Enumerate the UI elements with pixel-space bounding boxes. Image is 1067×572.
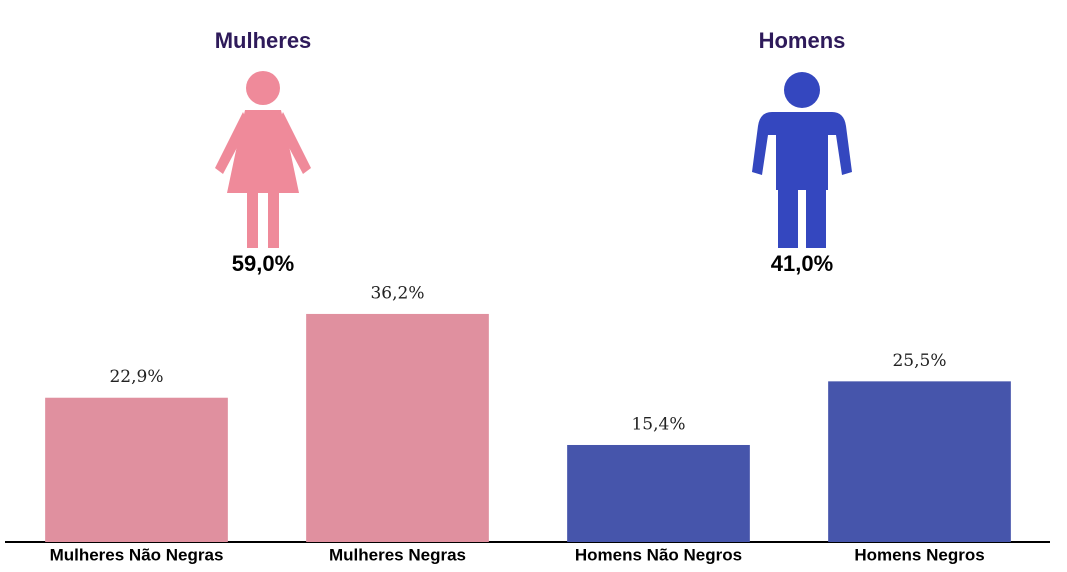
torso [752,112,852,190]
woman-icon [215,71,311,248]
leg [778,188,798,248]
value-label: 25,5% [892,351,946,371]
value-label: 59,0% [232,251,294,276]
value-label: 22,9% [109,367,163,387]
x-tick-label: Homens Não Negros [575,545,742,564]
value-label: 15,4% [631,414,685,434]
value-label: 41,0% [771,251,833,276]
value-label: 36,2% [370,283,424,303]
head [246,71,280,105]
leg [806,188,826,248]
x-tick-label: Homens Negros [854,545,984,564]
leg [247,190,258,248]
man-icon [752,72,852,248]
bar [306,313,489,542]
arm [215,112,249,174]
head [784,72,820,108]
bar [45,397,228,542]
x-tick-label: Mulheres Não Negras [50,545,224,564]
group-title: Mulheres [215,28,312,53]
leg [268,190,279,248]
bar [828,381,1011,542]
arm [277,112,311,174]
group-title: Homens [759,28,846,53]
x-tick-label: Mulheres Negras [329,545,466,564]
bar [567,444,750,542]
